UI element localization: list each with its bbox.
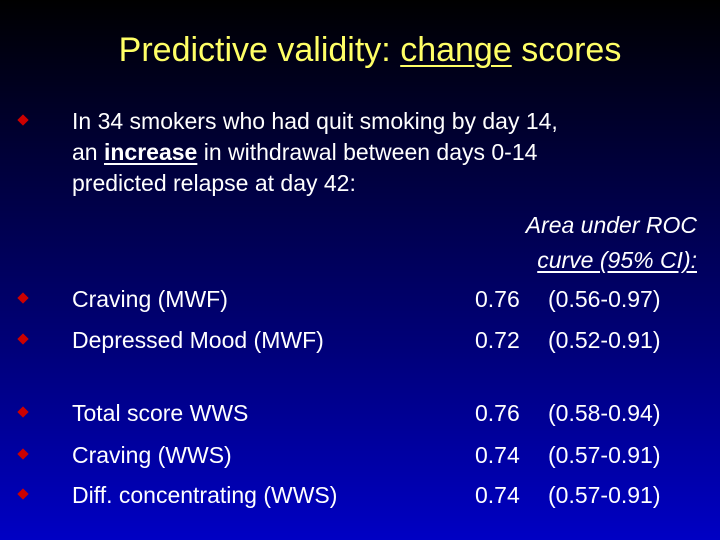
row-label-diff-concentrating-wws: Diff. concentrating (WWS) [72,482,338,508]
intro-line-2-suffix: in withdrawal between days 0-14 [197,139,538,165]
intro-line-3: predicted relapse at day 42: [72,170,356,196]
title-prefix: Predictive validity: [118,31,401,69]
row-ci-depressed-mood-mwf: (0.52-0.91) [548,327,661,353]
diamond-bullet-icon [17,448,29,460]
intro-line-1: In 34 smokers who had quit smoking by da… [72,108,558,134]
row-label-craving-wws: Craving (WWS) [72,442,232,468]
intro-line-2-prefix: an [72,139,104,165]
row-auc-diff-concentrating-wws: 0.74 [475,482,520,508]
row-ci-total-score-wws: (0.58-0.94) [548,400,661,426]
row-ci-craving-mwf: (0.56-0.97) [548,286,661,312]
diamond-bullet-icon [17,292,29,304]
row-auc-depressed-mood-mwf: 0.72 [475,327,520,353]
row-auc-craving-mwf: 0.76 [475,286,520,312]
intro-emphasis-increase: increase [103,139,198,165]
diamond-bullet-icon [17,114,29,126]
row-ci-diff-concentrating-wws: (0.57-0.91) [548,482,661,508]
diamond-bullet-icon [17,488,29,500]
row-auc-craving-wws: 0.74 [475,442,520,468]
row-ci-craving-wws: (0.57-0.91) [548,442,661,468]
row-label-total-score-wws: Total score WWS [72,400,249,426]
row-label-depressed-mood-mwf: Depressed Mood (MWF) [72,327,324,353]
title-underlined-word: change [400,31,512,69]
slide-title: Predictive validity: change scores [0,30,720,70]
column-header-line-1: Area under ROC [525,212,697,238]
diamond-bullet-icon [17,406,29,418]
title-suffix: scores [511,31,622,69]
column-header-line-2: curve (95% CI): [537,247,697,273]
intro-paragraph: In 34 smokers who had quit smoking by da… [72,106,558,199]
row-auc-total-score-wws: 0.76 [475,400,520,426]
row-label-craving-mwf: Craving (MWF) [72,286,228,312]
intro-line-2: an increase in withdrawal between days 0… [72,137,558,168]
diamond-bullet-icon [17,333,29,345]
